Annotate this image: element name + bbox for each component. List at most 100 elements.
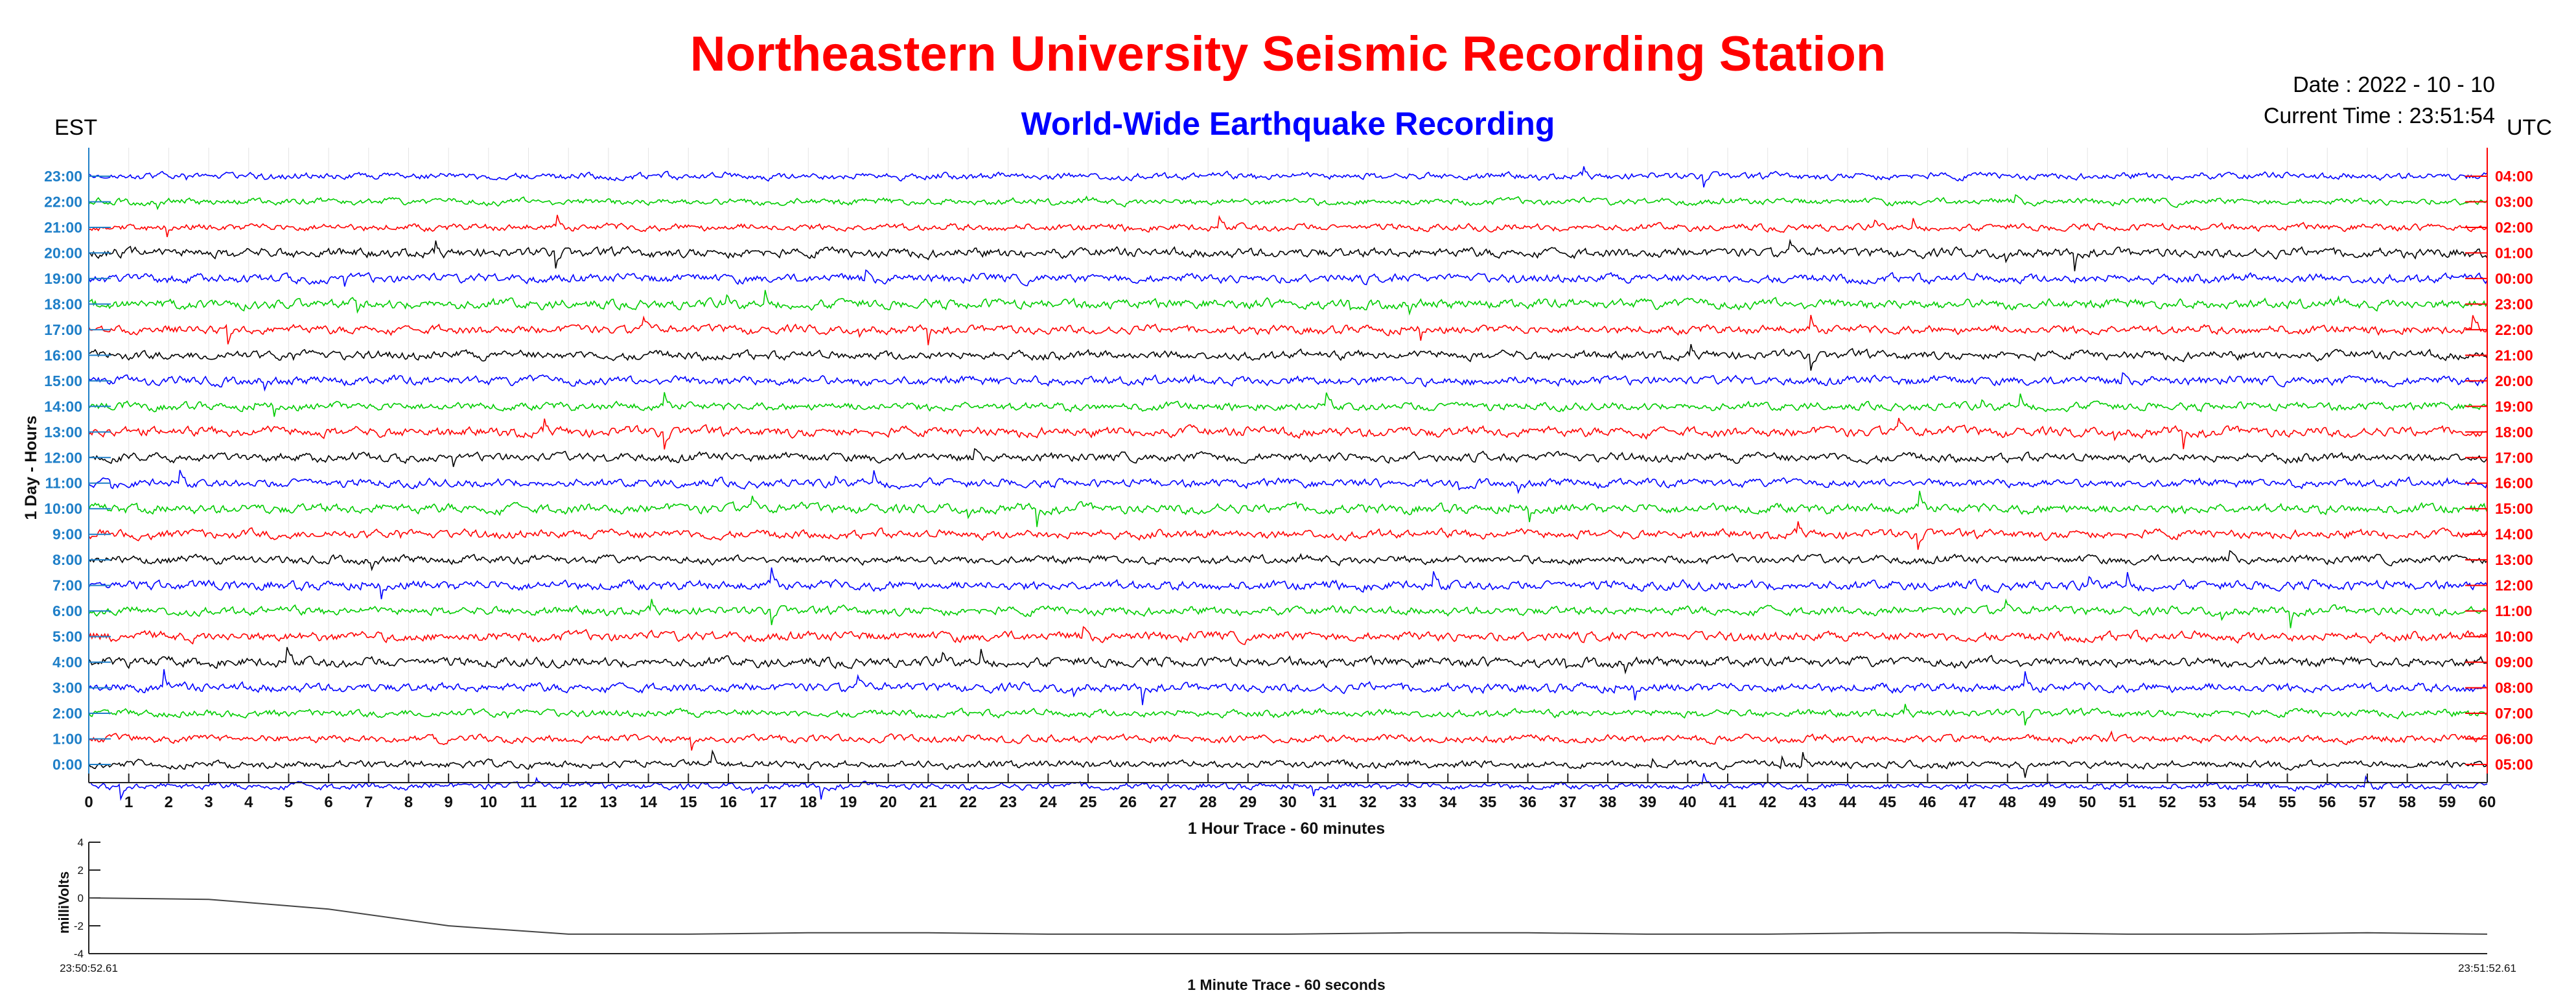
x-tick-label: 49 — [2039, 794, 2056, 811]
right-tick-label: 06:00 — [2495, 731, 2533, 748]
right-tick-label: 17:00 — [2495, 449, 2533, 466]
hour-trace-23 — [88, 166, 2488, 188]
x-tick-label: 40 — [1679, 794, 1697, 811]
minute-y-tick-label: 4 — [78, 836, 84, 849]
x-tick-label: 4 — [244, 794, 253, 811]
right-tick-label: 14:00 — [2495, 526, 2533, 543]
minute-y-tick-label: 2 — [78, 864, 84, 877]
hour-trace-current — [88, 773, 2488, 801]
right-tick-label: 23:00 — [2495, 295, 2533, 312]
hour-trace-20 — [88, 238, 2488, 271]
x-tick-label: 25 — [1080, 794, 1097, 811]
minute-trace-axes: 4 2 0 -2 -4 — [74, 836, 2487, 960]
hour-trace-18 — [88, 290, 2488, 316]
right-tick-label: 16:00 — [2495, 475, 2533, 492]
x-tick-label: 18 — [800, 794, 817, 811]
hour-trace-11 — [88, 470, 2488, 494]
minute-y-tick-label: -2 — [74, 920, 84, 932]
minute-trace-ylabel: milliVolts — [56, 871, 72, 934]
x-tick-label: 15 — [680, 794, 697, 811]
left-tick-label: 11:00 — [45, 475, 82, 492]
x-tick-label: 0 — [84, 794, 93, 811]
left-tick-label: 17:00 — [44, 321, 82, 338]
x-tick-label: 32 — [1360, 794, 1377, 811]
hour-trace-ylabel: 1 Day - Hours — [22, 415, 40, 520]
hour-trace-12 — [88, 448, 2488, 467]
hour-trace-8 — [88, 550, 2488, 571]
left-tick-label: 19:00 — [44, 270, 82, 287]
left-tick-label: 2:00 — [52, 705, 82, 722]
hour-trace-7 — [88, 567, 2488, 600]
x-tick-label: 35 — [1479, 794, 1497, 811]
x-tick-label: 58 — [2398, 794, 2416, 811]
right-tick-label: 11:00 — [2495, 603, 2533, 619]
x-tick-label: 31 — [1319, 794, 1337, 811]
hour-trace-15 — [88, 372, 2488, 392]
x-tick-label: 5 — [284, 794, 293, 811]
hour-trace-21 — [88, 214, 2488, 238]
x-tick-label: 39 — [1639, 794, 1656, 811]
x-tick-label: 19 — [840, 794, 857, 811]
hour-trace-14 — [88, 392, 2488, 417]
x-tick-label: 9 — [444, 794, 452, 811]
x-tick-label: 29 — [1239, 794, 1257, 811]
left-tick-label: 6:00 — [52, 603, 82, 619]
left-tick-label: 3:00 — [52, 680, 82, 696]
x-tick-label: 24 — [1039, 794, 1057, 811]
x-tick-label: 11 — [520, 794, 537, 811]
minute-y-tick-label: 0 — [78, 892, 84, 904]
x-tick-label: 51 — [2118, 794, 2136, 811]
x-tick-label: 45 — [1879, 794, 1896, 811]
x-tick-label: 43 — [1799, 794, 1816, 811]
left-tick-label: 18:00 — [44, 295, 82, 312]
hour-trace-9 — [88, 521, 2488, 550]
right-tick-label: 21:00 — [2495, 347, 2533, 363]
hour-trace-16 — [88, 344, 2488, 371]
left-tick-label: 1:00 — [52, 731, 82, 748]
x-tick-label: 28 — [1200, 794, 1217, 811]
hour-trace-17 — [88, 315, 2488, 345]
x-tick-label: 30 — [1279, 794, 1297, 811]
minute-trace-end-time: 23:51:52.61 — [2458, 962, 2516, 974]
hour-trace-22 — [88, 194, 2488, 211]
left-tick-label: 15:00 — [44, 373, 82, 389]
x-tick-label: 37 — [1559, 794, 1577, 811]
x-tick-label: 3 — [204, 794, 213, 811]
left-tick-label: 5:00 — [52, 628, 82, 645]
x-tick-label: 44 — [1839, 794, 1857, 811]
x-tick-label: 42 — [1759, 794, 1776, 811]
left-tick-label: 20:00 — [44, 244, 82, 261]
left-tick-label: 14:00 — [44, 398, 82, 415]
x-tick-label: 33 — [1399, 794, 1417, 811]
x-tick-label: 10 — [480, 794, 497, 811]
x-tick-label: 23 — [999, 794, 1017, 811]
x-tick-label: 54 — [2239, 794, 2257, 811]
right-tick-label: 01:00 — [2495, 244, 2533, 261]
left-tick-label: 13:00 — [44, 424, 82, 441]
current-time-readout: Current Time : 23:51:54 — [2263, 104, 2495, 128]
x-tick-label: 14 — [640, 794, 657, 811]
left-tick-label: 10:00 — [44, 500, 82, 517]
left-tick-label: 21:00 — [44, 219, 82, 236]
x-tick-label: 21 — [920, 794, 937, 811]
x-tick-label: 41 — [1719, 794, 1737, 811]
hour-trace-1 — [88, 730, 2487, 751]
right-tick-label: 15:00 — [2495, 500, 2533, 517]
left-tick-label: 0:00 — [52, 756, 82, 773]
x-tick-label: 36 — [1519, 794, 1537, 811]
x-tick-label: 47 — [1959, 794, 1977, 811]
x-tick-label: 16 — [720, 794, 737, 811]
x-tick-label: 56 — [2319, 794, 2336, 811]
left-tick-label: 4:00 — [52, 654, 82, 671]
hour-trace-13 — [88, 417, 2488, 450]
x-tick-label: 20 — [879, 794, 897, 811]
minute-trace-xlabel: 1 Minute Trace - 60 seconds — [1187, 976, 1386, 993]
right-timezone-label: UTC — [2507, 115, 2552, 140]
x-tick-label: 26 — [1119, 794, 1137, 811]
left-timezone-label: EST — [54, 115, 98, 140]
right-tick-label: 07:00 — [2495, 705, 2533, 722]
right-tick-label: 02:00 — [2495, 219, 2533, 236]
x-tick-label: 12 — [560, 794, 577, 811]
x-tick-label: 60 — [2479, 794, 2496, 811]
